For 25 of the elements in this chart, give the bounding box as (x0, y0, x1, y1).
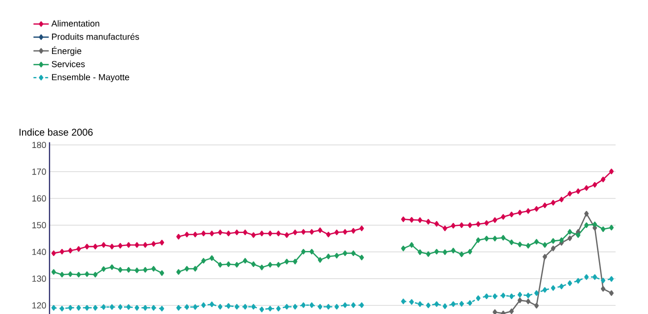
y-tick-label: 120 (32, 302, 46, 309)
point (518, 298, 522, 304)
point (568, 236, 572, 242)
y-tick-label: 160 (32, 195, 46, 202)
point (584, 210, 589, 216)
point (492, 309, 498, 314)
point (534, 302, 539, 308)
point (600, 286, 606, 292)
legend-label: Alimentation (51, 20, 100, 27)
point (526, 298, 530, 304)
point (500, 310, 506, 314)
point (542, 254, 548, 260)
y-tick-label: 140 (32, 248, 46, 256)
point (609, 290, 614, 296)
y-tick-label: 130 (32, 276, 46, 282)
y-axis-title: Indice base 2006 (20, 128, 93, 136)
y-tick-label: 180 (32, 142, 46, 148)
point (509, 308, 514, 314)
point (550, 246, 556, 252)
y-tick-label: 150 (32, 222, 46, 228)
legend-label: Ensemble - Mayotte (52, 74, 130, 82)
legend-label: Services (52, 60, 85, 68)
legend-label: Énergie (52, 46, 82, 56)
y-tick-label: 170 (32, 168, 46, 175)
legend-label: Produits manufacturés (52, 33, 140, 40)
